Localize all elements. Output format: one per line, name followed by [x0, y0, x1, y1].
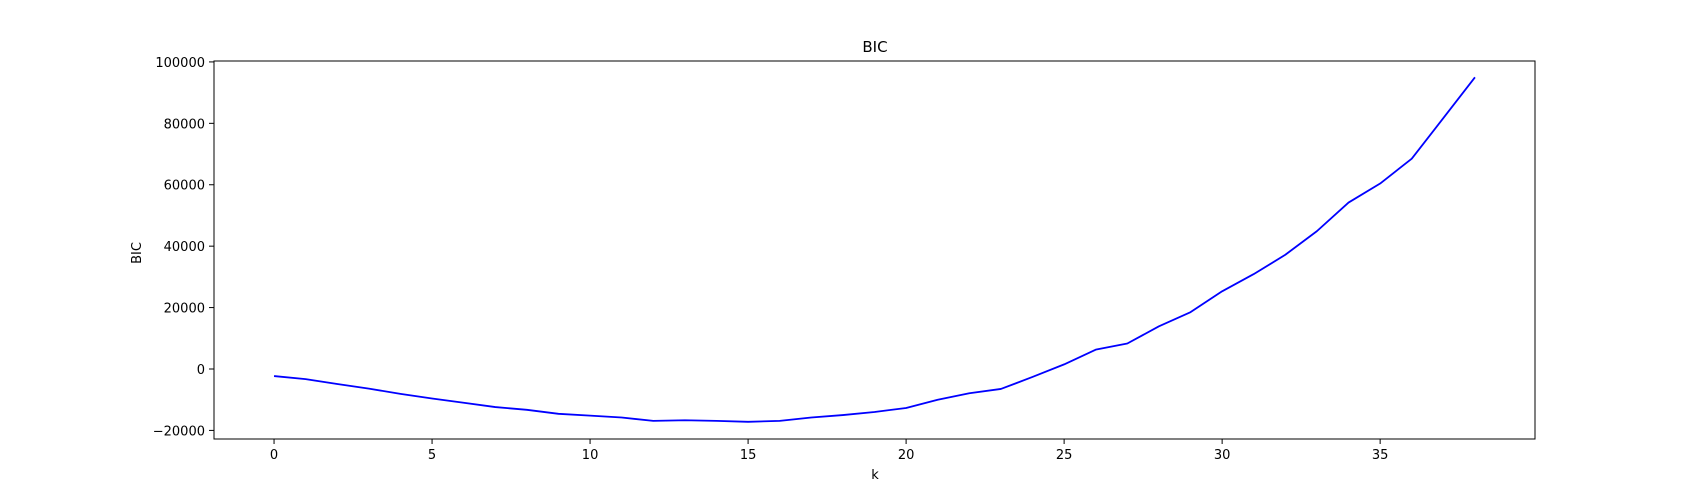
x-tick-label: 20 [898, 448, 915, 463]
x-tick-label: 30 [1214, 448, 1231, 463]
y-tick-label: 20000 [164, 302, 205, 317]
plot-area-frame [213, 60, 1536, 440]
y-tick-label: −20000 [153, 424, 205, 439]
x-tick-label: 5 [428, 448, 436, 463]
bic-series-line [273, 76, 1476, 423]
x-tick-label: 15 [740, 448, 757, 463]
x-tick-label: 35 [1372, 448, 1389, 463]
chart-title: BIC [862, 38, 887, 56]
x-tick-label: 10 [582, 448, 599, 463]
y-tick-label: 0 [197, 363, 205, 378]
y-axis-ticks: −20000 0 20000 40000 60000 80000 100000 [153, 56, 214, 439]
x-axis-ticks: 0 5 10 15 20 25 30 35 [270, 439, 1389, 463]
x-tick-label: 25 [1056, 448, 1073, 463]
x-tick-label: 0 [270, 448, 278, 463]
y-tick-label: 80000 [164, 117, 205, 132]
y-axis-label: BIC [130, 242, 145, 264]
y-tick-label: 40000 [164, 240, 205, 255]
y-tick-label: 100000 [155, 56, 205, 71]
series-layer [273, 76, 1476, 423]
x-axis-label: k [871, 468, 879, 483]
y-tick-label: 60000 [164, 179, 205, 194]
